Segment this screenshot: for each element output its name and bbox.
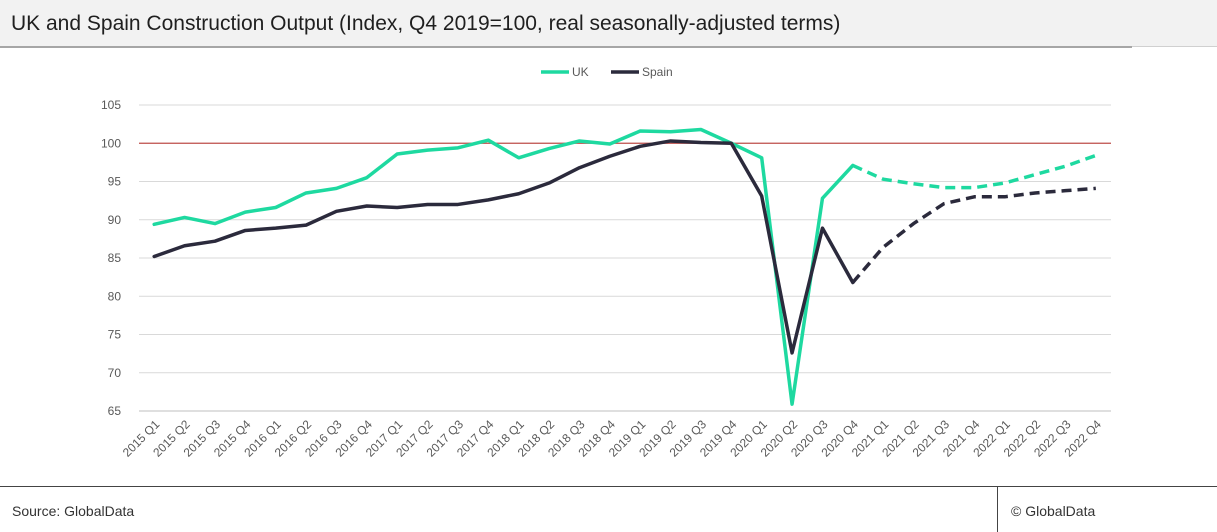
y-tick-label: 105 xyxy=(101,98,121,112)
legend-label-spain: Spain xyxy=(642,65,673,79)
y-tick-label: 90 xyxy=(108,213,122,227)
y-tick-label: 85 xyxy=(108,251,122,265)
legend-label-uk: UK xyxy=(572,65,589,79)
series-line-spain xyxy=(152,139,855,355)
y-tick-label: 65 xyxy=(108,404,122,418)
chart-title: UK and Spain Construction Output (Index,… xyxy=(11,12,841,35)
y-tick-label: 70 xyxy=(108,366,122,380)
y-tick-label: 80 xyxy=(108,289,122,303)
footer-divider xyxy=(997,487,998,532)
series-forecast-line-uk xyxy=(852,153,1097,190)
y-tick-label: 75 xyxy=(108,328,122,342)
y-tick-label: 95 xyxy=(108,175,122,189)
source-note: Source: GlobalData xyxy=(12,503,135,519)
series-line-uk xyxy=(152,127,855,406)
footer: Source: GlobalData © GlobalData xyxy=(0,486,1217,532)
series-forecast-line-spain xyxy=(851,186,1096,284)
title-bar: UK and Spain Construction Output (Index,… xyxy=(0,0,1217,47)
y-tick-label: 100 xyxy=(101,136,121,150)
copyright-note: © GlobalData xyxy=(1011,503,1096,519)
title-underline xyxy=(0,46,1132,48)
